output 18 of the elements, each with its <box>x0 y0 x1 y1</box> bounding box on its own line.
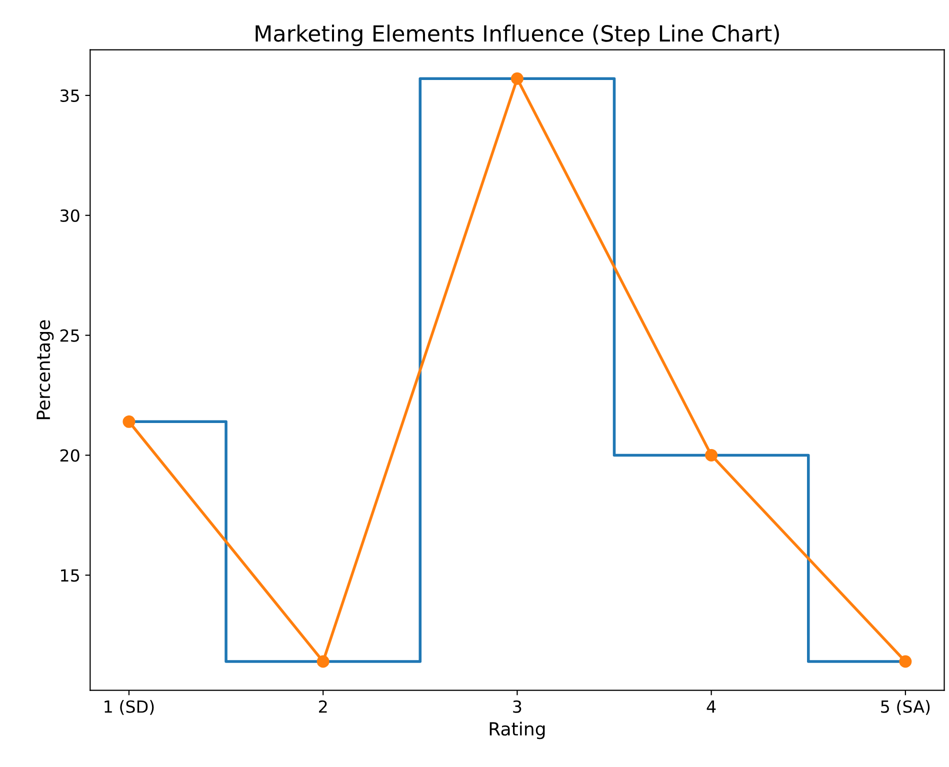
y-tick-label: 35 <box>60 89 79 102</box>
point <box>122 415 136 428</box>
point <box>510 72 524 85</box>
x-tick-label: 4 <box>706 700 716 713</box>
y-axis-title: Percentage <box>36 320 54 420</box>
point <box>899 655 912 668</box>
x-axis-title: Rating <box>490 722 545 740</box>
point <box>705 448 718 462</box>
y-tick-label: 30 <box>60 209 80 222</box>
y-tick-label: 20 <box>60 449 80 462</box>
x-tick-label: 1 (SD) <box>104 700 154 715</box>
chart-title: Marketing Elements Influence (Step Line Chart) <box>256 24 779 46</box>
y-tick-label: 15 <box>61 569 79 582</box>
x-tick-label: 3 <box>513 700 522 713</box>
point <box>316 655 330 668</box>
x-tick-label: 2 <box>319 700 327 713</box>
y-tick-label: 25 <box>60 329 79 342</box>
x-tick-label: 5 (SA) <box>881 700 930 715</box>
